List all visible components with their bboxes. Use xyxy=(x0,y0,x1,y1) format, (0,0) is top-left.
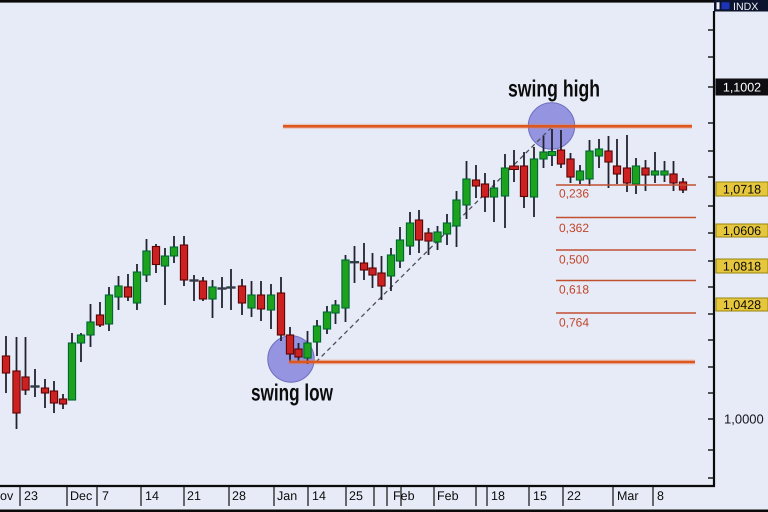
svg-text:7: 7 xyxy=(102,489,109,503)
svg-text:INDX: INDX xyxy=(733,1,758,13)
svg-text:0,236: 0,236 xyxy=(559,187,589,201)
svg-text:Mar: Mar xyxy=(617,489,639,503)
svg-text:1,0818: 1,0818 xyxy=(723,259,761,273)
svg-text:ov: ov xyxy=(0,489,14,503)
svg-text:Feb: Feb xyxy=(437,489,459,503)
svg-text:21: 21 xyxy=(187,489,201,503)
svg-text:28: 28 xyxy=(232,489,246,503)
svg-text:18: 18 xyxy=(491,489,505,503)
svg-text:8: 8 xyxy=(657,489,664,503)
svg-text:15: 15 xyxy=(533,489,547,503)
svg-text:Jan: Jan xyxy=(277,489,297,503)
svg-text:Feb: Feb xyxy=(393,489,415,503)
svg-text:14: 14 xyxy=(145,489,159,503)
svg-text:23: 23 xyxy=(24,489,38,503)
svg-text:swing high: swing high xyxy=(508,76,600,102)
svg-text:25: 25 xyxy=(349,489,363,503)
svg-text:22: 22 xyxy=(567,489,581,503)
svg-text:0,362: 0,362 xyxy=(559,221,589,235)
svg-text:1,0718: 1,0718 xyxy=(723,182,761,196)
svg-text:0,618: 0,618 xyxy=(559,283,589,297)
svg-text:1,1002: 1,1002 xyxy=(723,80,761,94)
svg-text:1,0606: 1,0606 xyxy=(723,224,761,238)
svg-text:14: 14 xyxy=(312,489,326,503)
svg-text:1,0428: 1,0428 xyxy=(723,298,761,312)
svg-text:swing low: swing low xyxy=(251,380,334,406)
svg-text:0,500: 0,500 xyxy=(559,253,589,267)
svg-text:0,764: 0,764 xyxy=(559,316,589,330)
svg-text:Dec: Dec xyxy=(70,489,92,503)
svg-text:1,0000: 1,0000 xyxy=(724,412,764,427)
